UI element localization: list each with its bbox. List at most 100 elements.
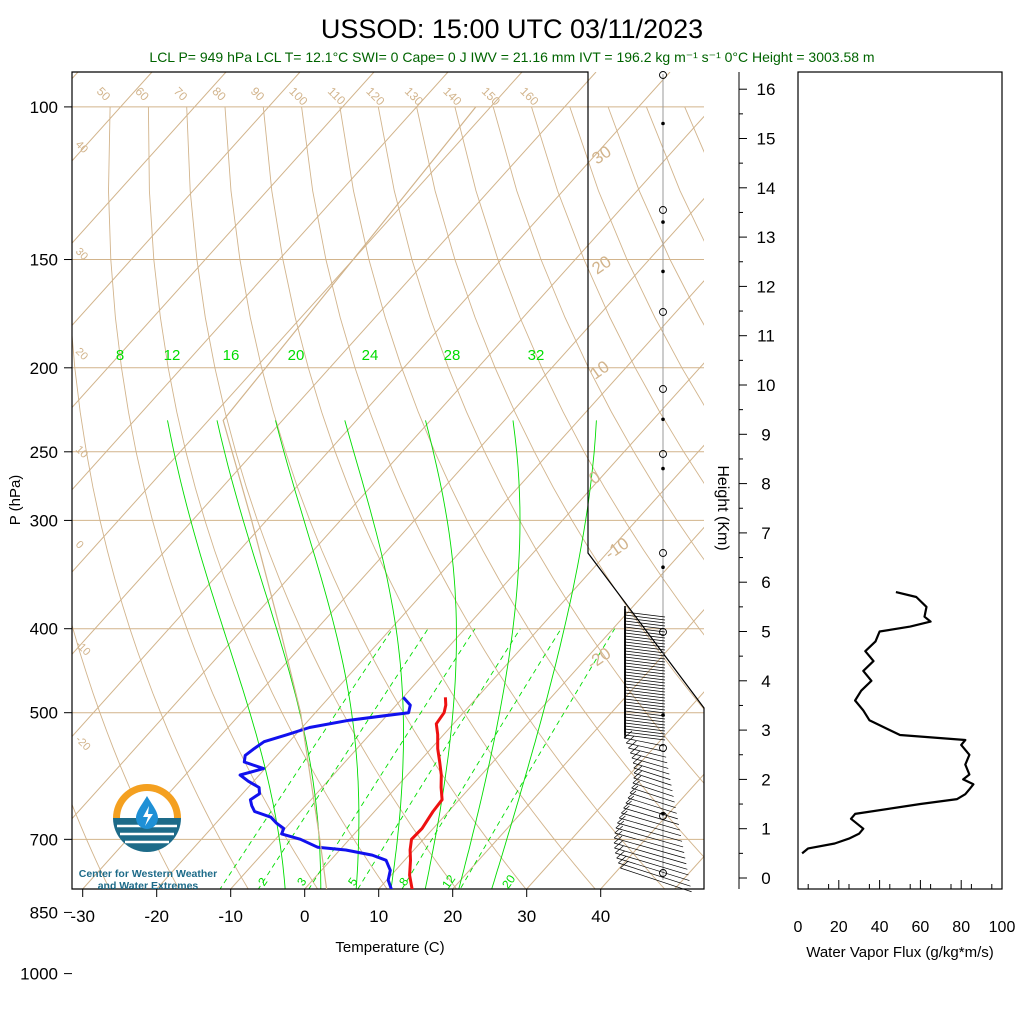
isotherm-line bbox=[72, 72, 597, 655]
flux-tick-label: 80 bbox=[952, 919, 970, 936]
moist-adiabat-label: 32 bbox=[528, 347, 545, 364]
wind-barb bbox=[624, 695, 666, 702]
isotherm-label: -20 bbox=[583, 644, 614, 674]
wind-barb-feather bbox=[632, 775, 642, 784]
wind-barb bbox=[629, 792, 676, 808]
wind-barb bbox=[624, 683, 666, 690]
height-marker-dot bbox=[661, 269, 665, 274]
moist-adiabat-line bbox=[424, 420, 457, 889]
dry-adiabat-line bbox=[684, 106, 704, 153]
wind-barb-feather bbox=[632, 755, 642, 764]
temperature-tick-label: 10 bbox=[369, 907, 388, 926]
wind-barb bbox=[624, 611, 666, 618]
wind-barb bbox=[625, 802, 678, 820]
wind-barb bbox=[624, 710, 666, 717]
wind-barb bbox=[624, 653, 666, 660]
skewt-grid bbox=[72, 72, 1024, 992]
wind-barb bbox=[620, 867, 692, 893]
height-tick-label: 9 bbox=[761, 425, 770, 444]
isotherm-line bbox=[72, 72, 671, 738]
temperature-tick-label: 20 bbox=[443, 907, 462, 926]
moist-adiabat-label: 24 bbox=[362, 347, 379, 364]
adiabat-side-label: 40 bbox=[73, 139, 90, 156]
height-marker-dot bbox=[661, 466, 665, 471]
wind-barb-feather bbox=[620, 860, 629, 869]
chart-title: USSOD: 15:00 UTC 03/11/2023 bbox=[321, 14, 703, 44]
adiabat-side-label: 0 bbox=[73, 539, 86, 552]
mixing-ratio-line bbox=[357, 628, 521, 889]
moist-adiabat-line bbox=[491, 420, 597, 889]
height-marker-dot bbox=[661, 121, 665, 126]
pressure-marker-circle bbox=[659, 206, 667, 214]
flux-tick-label: 40 bbox=[871, 919, 889, 936]
skewt-profiles bbox=[222, 106, 477, 889]
moist-adiabat-label: 20 bbox=[288, 347, 305, 364]
wind-barb bbox=[621, 812, 681, 831]
dry-adiabat-line bbox=[147, 106, 388, 889]
wind-barbs bbox=[613, 71, 692, 893]
wind-barb-feather bbox=[623, 730, 633, 739]
isotherm-line bbox=[72, 72, 523, 573]
wind-barb bbox=[624, 662, 666, 669]
adiabat-label: 140 bbox=[440, 84, 464, 108]
wind-barb bbox=[624, 722, 666, 729]
wind-barb bbox=[624, 707, 666, 714]
dry-adiabat-line bbox=[72, 803, 111, 889]
chart-subtitle: LCL P= 949 hPa LCL T= 12.1°C SWI= 0 Cape… bbox=[149, 49, 874, 65]
height-tick-label: 7 bbox=[761, 524, 770, 543]
dry-adiabat-line bbox=[800, 107, 1024, 992]
wind-barb-feather bbox=[613, 835, 623, 844]
wind-barb bbox=[624, 659, 666, 666]
height-tick-label: 4 bbox=[761, 672, 770, 691]
isotherm-label: 30 bbox=[588, 142, 614, 168]
wind-barb-feather bbox=[613, 830, 623, 839]
height-tick-label: 1 bbox=[761, 820, 770, 839]
isotherm-line bbox=[72, 115, 704, 820]
adiabat-side-label: 20 bbox=[73, 346, 90, 363]
height-tick-label: 15 bbox=[757, 130, 776, 149]
logo-text-line2: and Water Extremes bbox=[98, 880, 199, 892]
wind-barb bbox=[624, 713, 666, 720]
mixing-ratio-line bbox=[257, 628, 429, 889]
adiabat-label: 60 bbox=[132, 84, 152, 104]
pressure-tick-label: 150 bbox=[30, 251, 58, 270]
wind-barb-feather bbox=[623, 800, 632, 809]
height-tick-label: 12 bbox=[757, 277, 776, 296]
isotherm-label: 10 bbox=[586, 357, 612, 383]
wind-barb bbox=[624, 671, 666, 678]
mixing-ratio-label: 5 bbox=[345, 875, 360, 889]
dry-adiabat-line bbox=[761, 107, 1024, 992]
temperature-tick-label: -20 bbox=[144, 907, 169, 926]
wind-barb bbox=[614, 847, 688, 870]
cw3e-logo: Center for Western Weather and Water Ext… bbox=[79, 784, 217, 892]
isotherm-line bbox=[452, 609, 704, 889]
mixing-ratio-line bbox=[401, 628, 562, 889]
dry-adiabat-line bbox=[108, 106, 319, 889]
height-tick-label: 11 bbox=[757, 327, 775, 346]
flux-panel-border bbox=[797, 71, 1003, 890]
temperature-profile-line bbox=[408, 697, 448, 889]
moist-adiabat-label: 16 bbox=[223, 347, 240, 364]
wind-barb bbox=[624, 689, 666, 696]
dry-adiabat-line bbox=[72, 106, 249, 889]
wind-barb bbox=[632, 782, 674, 797]
pressure-tick-label: 1000 bbox=[20, 965, 58, 984]
wind-barb bbox=[631, 787, 675, 803]
height-marker-dot bbox=[661, 565, 665, 569]
moist-adiabat-label: 28 bbox=[444, 347, 461, 364]
moist-adiabat-line bbox=[167, 420, 286, 889]
wind-barb-feather bbox=[630, 745, 639, 754]
wind-barb-feather bbox=[616, 850, 625, 859]
pressure-tick-label: 100 bbox=[30, 98, 58, 117]
adiabat-side-label: -20 bbox=[73, 734, 93, 754]
wind-barb bbox=[618, 862, 691, 887]
wind-barb bbox=[624, 641, 666, 648]
isotherm-line bbox=[230, 362, 704, 889]
adiabat-side-label: -10 bbox=[73, 639, 93, 659]
isotherm-line bbox=[72, 72, 227, 244]
height-tick-label: 14 bbox=[757, 179, 776, 198]
flux-tick-label: 100 bbox=[989, 919, 1016, 936]
height-tick-label: 13 bbox=[757, 228, 776, 247]
